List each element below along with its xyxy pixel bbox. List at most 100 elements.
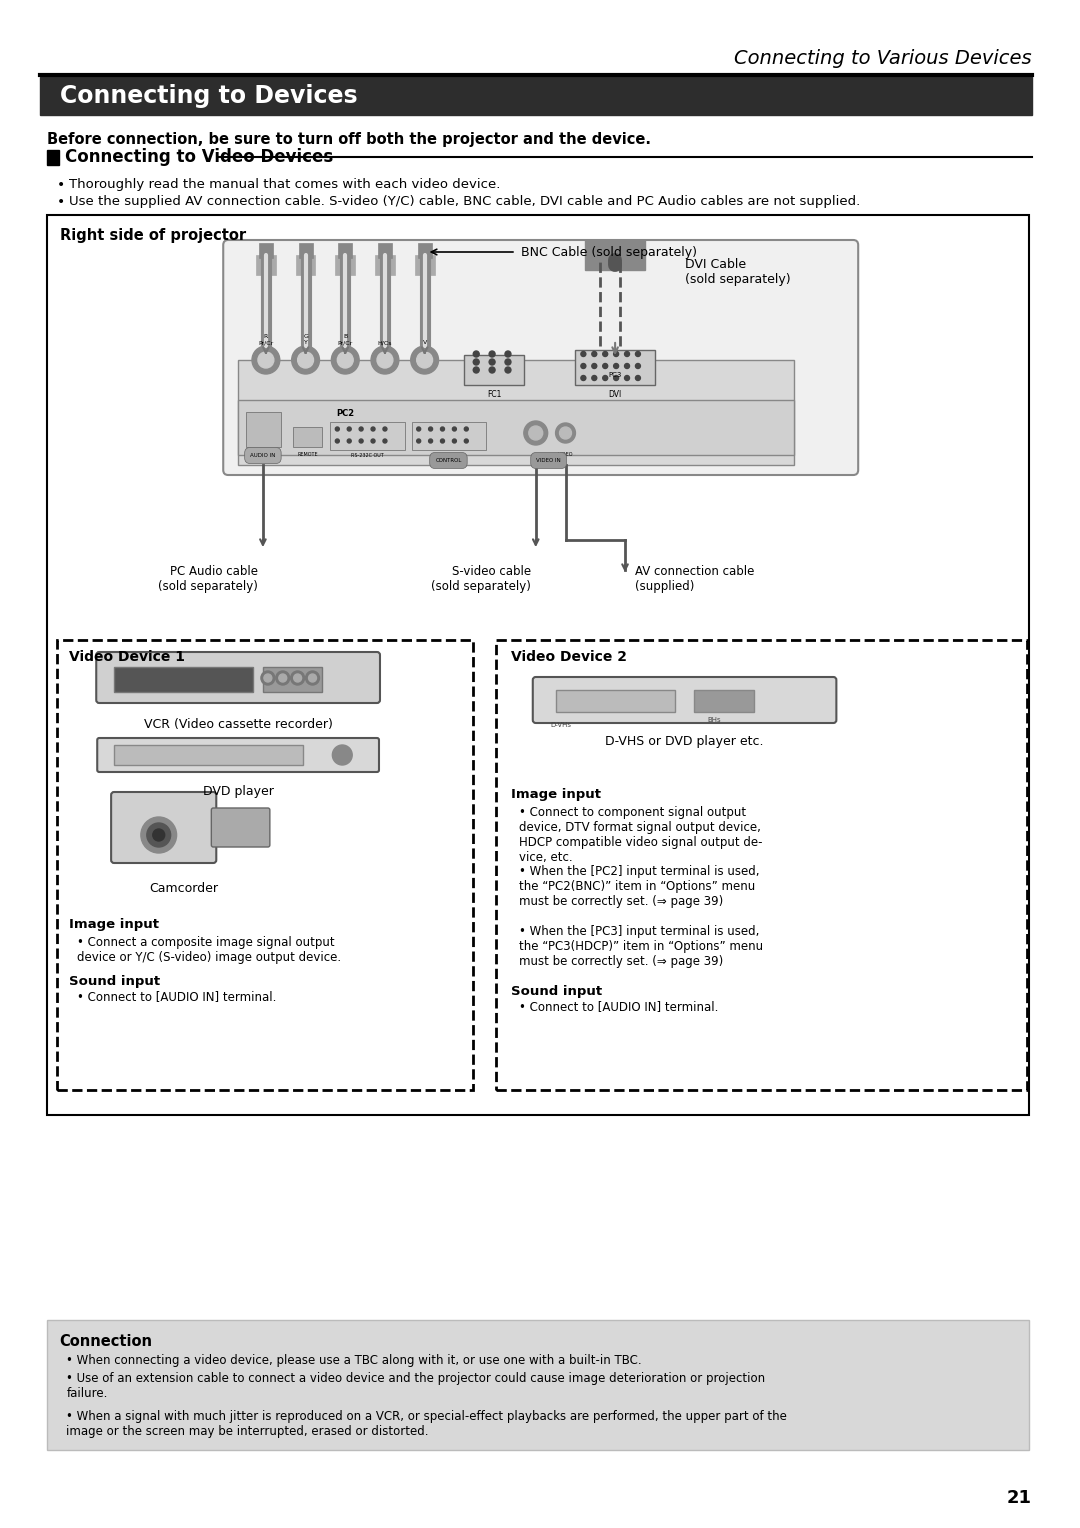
Circle shape — [261, 671, 274, 685]
Text: PC Audio cable
(sold separately): PC Audio cable (sold separately) — [158, 565, 258, 593]
Circle shape — [489, 359, 495, 365]
Text: VIDEO: VIDEO — [557, 452, 573, 457]
Bar — [40, 76, 1031, 115]
Circle shape — [360, 439, 363, 443]
FancyBboxPatch shape — [532, 677, 836, 723]
Text: Sound input: Sound input — [511, 986, 602, 998]
FancyBboxPatch shape — [224, 240, 859, 475]
Bar — [411, 422, 486, 451]
Circle shape — [333, 746, 352, 766]
Circle shape — [603, 364, 608, 368]
Circle shape — [624, 351, 630, 356]
Circle shape — [417, 439, 421, 443]
Text: • When a signal with much jitter is reproduced on a VCR, or special-effect playb: • When a signal with much jitter is repr… — [67, 1410, 787, 1438]
Circle shape — [473, 367, 480, 373]
Circle shape — [581, 351, 585, 356]
Bar — [114, 668, 253, 692]
Bar — [296, 255, 315, 275]
Circle shape — [335, 439, 339, 443]
Bar — [238, 400, 794, 455]
Circle shape — [464, 426, 469, 431]
Circle shape — [383, 439, 387, 443]
Text: • When the [PC2] input terminal is used,
the “PC2(BNC)” item in “Options” menu
m: • When the [PC2] input terminal is used,… — [518, 865, 759, 908]
Circle shape — [383, 426, 387, 431]
Circle shape — [258, 351, 274, 368]
Circle shape — [275, 671, 289, 685]
Bar — [299, 243, 312, 258]
Bar — [585, 240, 645, 270]
Circle shape — [464, 439, 469, 443]
Bar — [555, 691, 675, 712]
Circle shape — [613, 364, 619, 368]
Bar — [114, 746, 302, 766]
Text: •: • — [56, 177, 65, 193]
Text: • Connect to component signal output
device, DTV format signal output device,
HD: • Connect to component signal output dev… — [518, 805, 762, 863]
Text: V: V — [422, 341, 427, 345]
Circle shape — [613, 376, 619, 380]
Circle shape — [292, 345, 320, 374]
Circle shape — [453, 439, 457, 443]
Text: • Connect to [AUDIO IN] terminal.: • Connect to [AUDIO IN] terminal. — [78, 990, 276, 1002]
Circle shape — [348, 426, 351, 431]
Circle shape — [252, 345, 280, 374]
Text: BNC Cable (sold separately): BNC Cable (sold separately) — [521, 246, 697, 258]
Text: B
Pr/Cr: B Pr/Cr — [338, 335, 353, 345]
FancyBboxPatch shape — [111, 792, 216, 863]
Circle shape — [592, 364, 597, 368]
Text: Image input: Image input — [511, 788, 600, 801]
Circle shape — [635, 376, 640, 380]
Circle shape — [555, 423, 576, 443]
Circle shape — [453, 426, 457, 431]
Circle shape — [635, 351, 640, 356]
Circle shape — [603, 351, 608, 356]
Text: • Use of an extension cable to connect a video device and the projector could ca: • Use of an extension cable to connect a… — [67, 1372, 766, 1400]
Text: VCR (Video cassette recorder): VCR (Video cassette recorder) — [144, 718, 333, 730]
Text: Use the supplied AV connection cable. S-video (Y/C) cable, BNC cable, DVI cable : Use the supplied AV connection cable. S-… — [69, 196, 861, 208]
Bar — [496, 640, 1027, 1089]
Bar — [418, 243, 432, 258]
FancyBboxPatch shape — [235, 351, 797, 468]
Text: • Connect a composite image signal output
device or Y/C (S-video) image output d: • Connect a composite image signal outpu… — [78, 937, 341, 964]
Circle shape — [417, 426, 421, 431]
Text: • When connecting a video device, please use a TBC along with it, or use one wit: • When connecting a video device, please… — [67, 1354, 643, 1368]
Circle shape — [337, 351, 353, 368]
Bar — [246, 406, 445, 420]
Circle shape — [429, 439, 433, 443]
Text: Connecting to Various Devices: Connecting to Various Devices — [734, 49, 1031, 67]
Circle shape — [473, 351, 480, 358]
Bar — [293, 426, 323, 448]
Text: CONTROL: CONTROL — [435, 458, 461, 463]
Text: AUDIO IN: AUDIO IN — [251, 452, 275, 458]
Circle shape — [147, 824, 171, 847]
Bar — [415, 255, 434, 275]
Text: R
Pr/Cr: R Pr/Cr — [258, 335, 273, 345]
Text: Image input: Image input — [69, 918, 160, 931]
Text: Sound input: Sound input — [69, 975, 161, 989]
Bar — [246, 413, 281, 448]
Circle shape — [140, 817, 177, 853]
Bar — [46, 215, 1029, 1115]
Text: AV connection cable
(supplied): AV connection cable (supplied) — [635, 565, 754, 593]
Circle shape — [294, 674, 301, 681]
Circle shape — [417, 351, 433, 368]
Text: •: • — [56, 196, 65, 209]
Text: DVI Cable
(sold separately): DVI Cable (sold separately) — [685, 258, 791, 286]
Text: H/Cs: H/Cs — [378, 341, 392, 345]
Text: 21: 21 — [1007, 1488, 1031, 1507]
Circle shape — [309, 674, 316, 681]
Text: RS-232C OUT: RS-232C OUT — [351, 452, 383, 458]
Bar — [464, 354, 524, 385]
Text: RS-232C IN: RS-232C IN — [434, 452, 462, 458]
Text: • Connect to [AUDIO IN] terminal.: • Connect to [AUDIO IN] terminal. — [518, 999, 718, 1013]
Circle shape — [332, 345, 360, 374]
Text: Camcorder: Camcorder — [149, 882, 218, 895]
Circle shape — [524, 422, 548, 445]
Text: SCREEN
TRIGGER: SCREEN TRIGGER — [252, 451, 274, 461]
Circle shape — [505, 359, 511, 365]
Circle shape — [624, 364, 630, 368]
Bar — [378, 243, 392, 258]
Bar — [330, 422, 405, 451]
FancyBboxPatch shape — [97, 738, 379, 772]
Text: Connection: Connection — [59, 1334, 152, 1349]
Bar — [259, 243, 273, 258]
